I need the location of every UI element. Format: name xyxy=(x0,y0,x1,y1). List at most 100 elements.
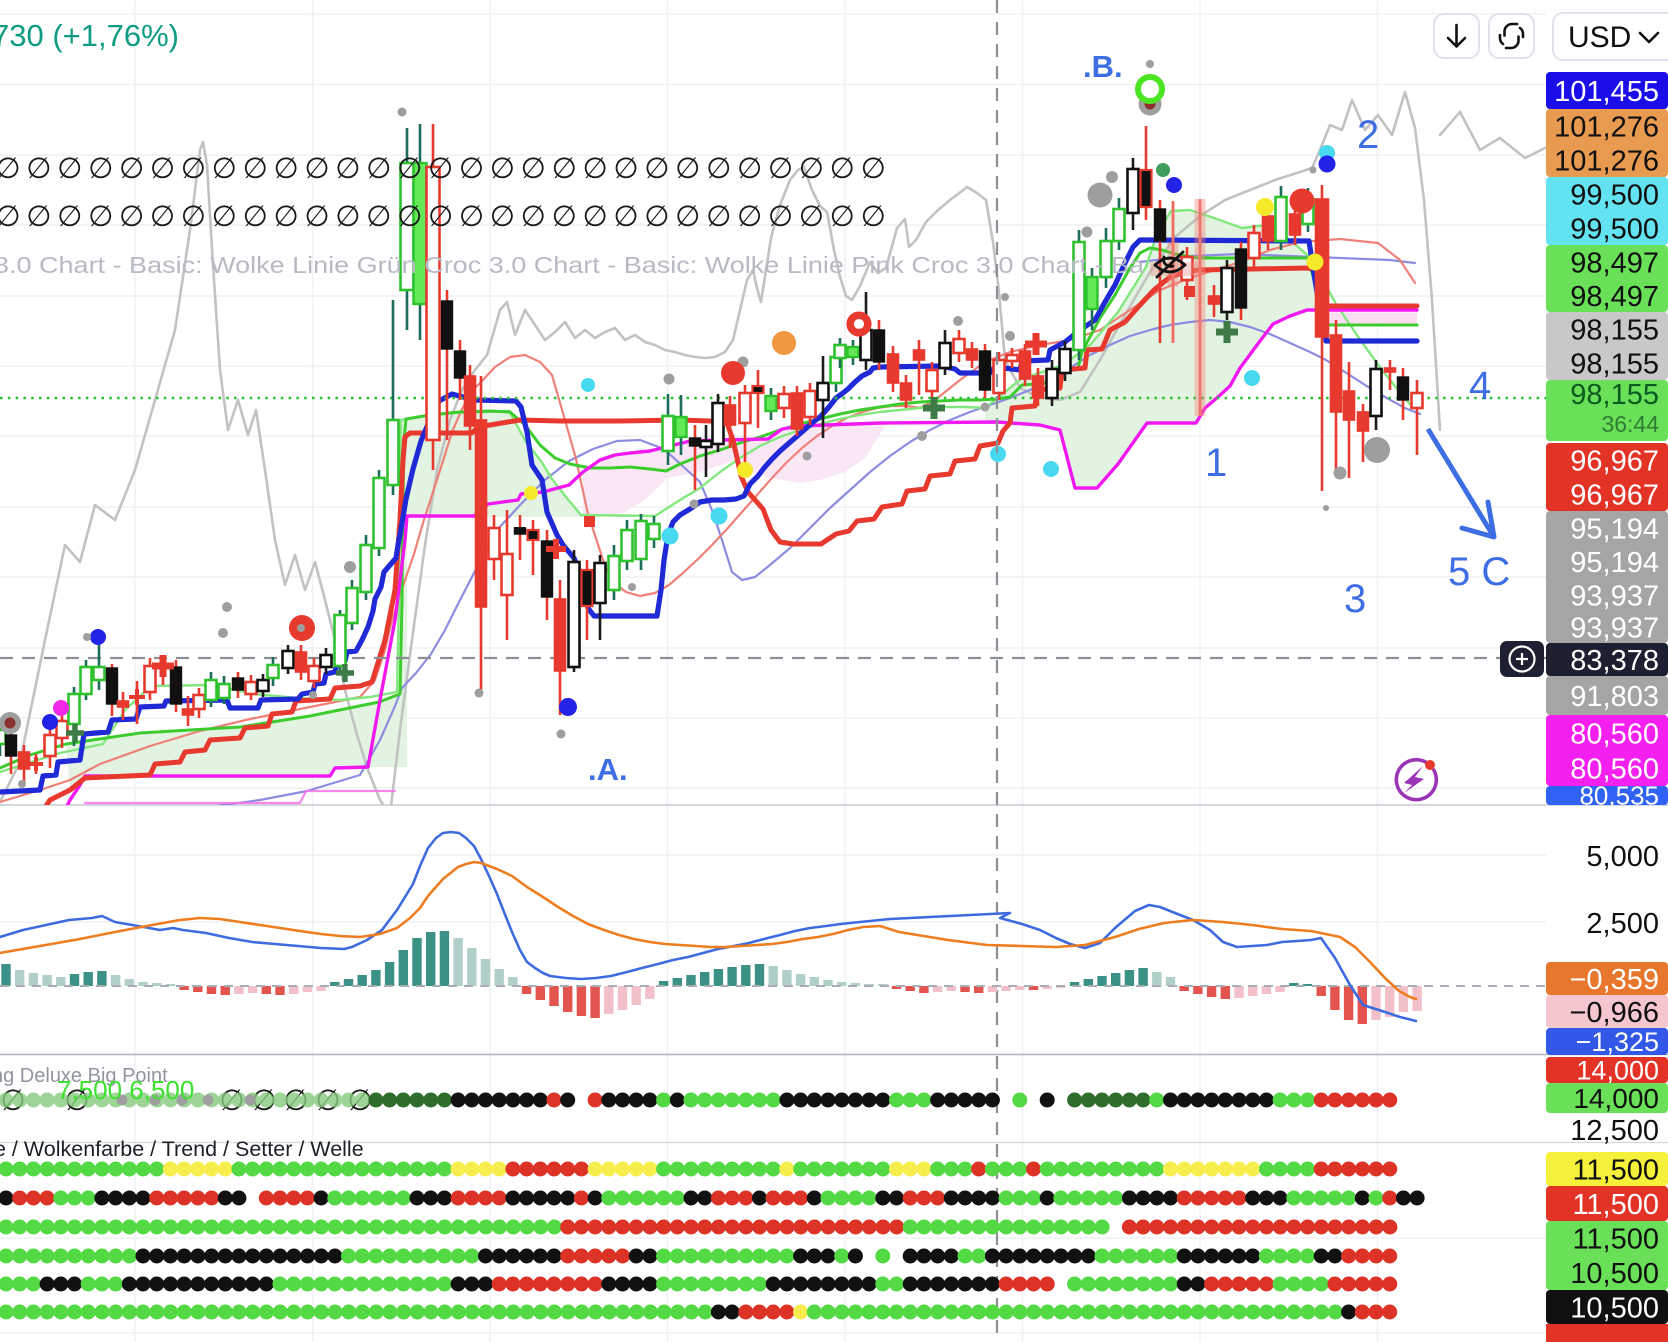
svg-text:10,500: 10,500 xyxy=(1570,1258,1659,1290)
svg-text:∅: ∅ xyxy=(799,153,824,185)
svg-text:80,560: 80,560 xyxy=(1570,718,1659,750)
svg-text:3: 3 xyxy=(1344,577,1366,621)
svg-text:∅: ∅ xyxy=(490,153,515,185)
svg-text:101,276: 101,276 xyxy=(1554,145,1659,177)
svg-text:−0,359: −0,359 xyxy=(1569,964,1659,996)
svg-text:∅: ∅ xyxy=(119,201,144,233)
svg-text:7,500 6,500: 7,500 6,500 xyxy=(57,1075,194,1105)
svg-text:∅: ∅ xyxy=(26,201,51,233)
svg-text:∅: ∅ xyxy=(706,153,731,185)
svg-text:3.0 Chart - Basic: Wolke Linie: 3.0 Chart - Basic: Wolke Linie Grün Croc… xyxy=(0,252,1144,278)
svg-text:.B.: .B. xyxy=(1083,49,1123,84)
svg-text:14,000: 14,000 xyxy=(1576,1056,1659,1086)
svg-text:95,194: 95,194 xyxy=(1570,547,1659,579)
svg-text:∅: ∅ xyxy=(613,153,638,185)
svg-text:∅: ∅ xyxy=(830,153,855,185)
svg-text:10,500: 10,500 xyxy=(1570,1292,1659,1324)
svg-text:83,378: 83,378 xyxy=(1570,645,1659,677)
svg-text:∅: ∅ xyxy=(552,153,577,185)
svg-text:∅: ∅ xyxy=(88,153,113,185)
svg-text:∅: ∅ xyxy=(459,201,484,233)
svg-text:∅: ∅ xyxy=(675,201,700,233)
svg-text:∅: ∅ xyxy=(88,201,113,233)
svg-text:∅: ∅ xyxy=(150,201,175,233)
svg-text:80,535: 80,535 xyxy=(1579,781,1659,811)
svg-text:∅: ∅ xyxy=(335,201,360,233)
svg-text:∅: ∅ xyxy=(335,153,360,185)
svg-text:101,455: 101,455 xyxy=(1554,76,1659,108)
svg-text:∅: ∅ xyxy=(521,153,546,185)
svg-text:∅: ∅ xyxy=(57,201,82,233)
svg-text:∅: ∅ xyxy=(26,153,51,185)
svg-text:101,276: 101,276 xyxy=(1554,111,1659,143)
svg-text:93,937: 93,937 xyxy=(1570,612,1659,644)
svg-text:98,497: 98,497 xyxy=(1570,281,1659,313)
svg-text:∅: ∅ xyxy=(861,201,886,233)
svg-text:∅: ∅ xyxy=(366,201,391,233)
svg-text:∅: ∅ xyxy=(243,201,268,233)
svg-text:∅: ∅ xyxy=(582,201,607,233)
svg-text:5,000: 5,000 xyxy=(1586,841,1659,873)
svg-text:∅: ∅ xyxy=(552,201,577,233)
svg-text:11,500: 11,500 xyxy=(1572,1223,1659,1255)
svg-text:∅: ∅ xyxy=(181,201,206,233)
svg-text:∅: ∅ xyxy=(397,153,422,185)
svg-text:∅: ∅ xyxy=(273,201,298,233)
svg-text:36:44: 36:44 xyxy=(1601,411,1659,437)
svg-text:∅: ∅ xyxy=(150,153,175,185)
svg-text:∅: ∅ xyxy=(428,153,453,185)
svg-text:99,500: 99,500 xyxy=(1570,179,1659,211)
svg-text:∅: ∅ xyxy=(644,201,669,233)
svg-text:14,000: 14,000 xyxy=(1573,1083,1659,1114)
svg-text:∅: ∅ xyxy=(768,153,793,185)
svg-text:∅: ∅ xyxy=(273,153,298,185)
svg-text:∅: ∅ xyxy=(212,201,237,233)
svg-text:∅: ∅ xyxy=(304,201,329,233)
svg-text:91,803: 91,803 xyxy=(1570,681,1659,713)
svg-text:98,155: 98,155 xyxy=(1570,314,1659,346)
svg-text:98,497: 98,497 xyxy=(1570,247,1659,279)
svg-text:∅: ∅ xyxy=(366,153,391,185)
svg-text:∅: ∅ xyxy=(0,153,21,185)
svg-text:98,155: 98,155 xyxy=(1570,348,1659,380)
svg-text:2,500: 2,500 xyxy=(1586,908,1659,940)
svg-text:96,967: 96,967 xyxy=(1570,479,1659,511)
svg-text:∅: ∅ xyxy=(675,153,700,185)
svg-text:∅: ∅ xyxy=(582,153,607,185)
svg-text:4: 4 xyxy=(1469,364,1491,408)
svg-text:2: 2 xyxy=(1357,113,1379,157)
svg-text:∅: ∅ xyxy=(737,201,762,233)
svg-text:96,967: 96,967 xyxy=(1570,445,1659,477)
svg-text:∅: ∅ xyxy=(397,201,422,233)
svg-text:5 C: 5 C xyxy=(1448,550,1510,594)
svg-text:∅: ∅ xyxy=(799,201,824,233)
svg-text:∅: ∅ xyxy=(861,153,886,185)
svg-text:∅: ∅ xyxy=(304,153,329,185)
svg-text:99,500: 99,500 xyxy=(1570,213,1659,245)
svg-text:1: 1 xyxy=(1205,441,1227,485)
svg-text:∅: ∅ xyxy=(613,201,638,233)
svg-text:95,194: 95,194 xyxy=(1570,513,1659,545)
svg-text:ng Deluxe Big Point: ng Deluxe Big Point xyxy=(0,1065,168,1087)
svg-text:.A.: .A. xyxy=(588,752,628,787)
svg-text:98,155: 98,155 xyxy=(1570,379,1659,411)
svg-text:∅: ∅ xyxy=(428,201,453,233)
svg-text:∅: ∅ xyxy=(57,153,82,185)
svg-text:∅: ∅ xyxy=(459,153,484,185)
svg-text:80,560: 80,560 xyxy=(1570,753,1659,785)
svg-text:∅: ∅ xyxy=(0,201,21,233)
svg-text:∅: ∅ xyxy=(243,153,268,185)
svg-text:USD: USD xyxy=(1568,21,1631,54)
svg-text:12,500: 12,500 xyxy=(1570,1115,1659,1147)
svg-text:∅: ∅ xyxy=(521,201,546,233)
svg-text:e / Wolkenfarbe / Trend / Sett: e / Wolkenfarbe / Trend / Setter / Welle xyxy=(0,1137,364,1161)
svg-text:93,937: 93,937 xyxy=(1570,580,1659,612)
svg-text:∅: ∅ xyxy=(830,201,855,233)
svg-text:−0,966: −0,966 xyxy=(1569,997,1659,1029)
svg-text:∅: ∅ xyxy=(119,153,144,185)
svg-text:∅: ∅ xyxy=(212,153,237,185)
svg-text:−1,325: −1,325 xyxy=(1576,1027,1659,1057)
svg-text:∅: ∅ xyxy=(706,201,731,233)
svg-text:∅: ∅ xyxy=(490,201,515,233)
svg-text:∅: ∅ xyxy=(737,153,762,185)
